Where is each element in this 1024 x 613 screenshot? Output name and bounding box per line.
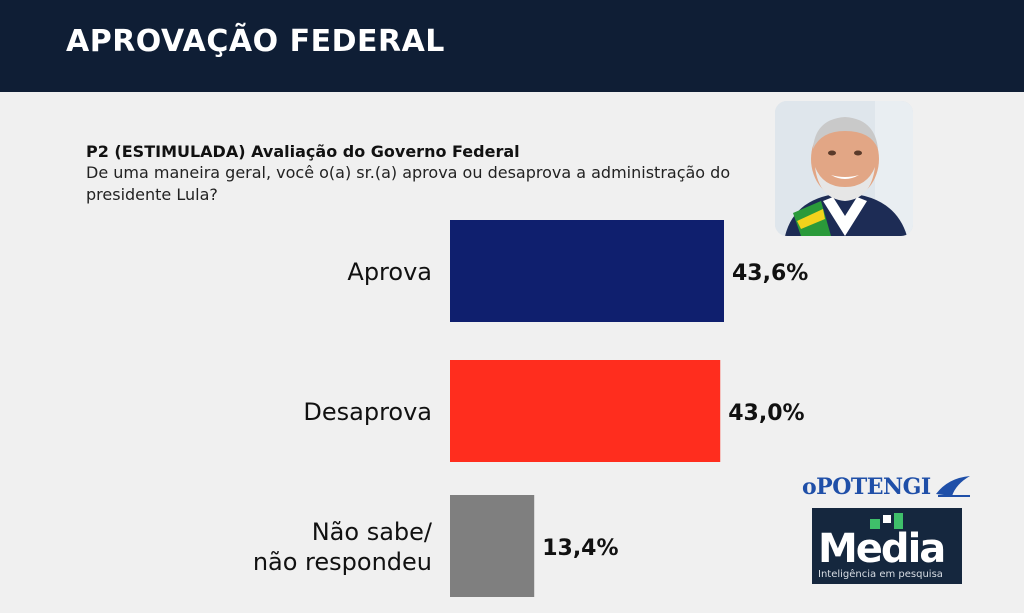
bar-2	[450, 360, 721, 462]
category-label-3-line-2: não respondeu	[253, 548, 432, 576]
question-text: De uma maneira geral, você o(a) sr.(a) a…	[86, 163, 731, 204]
bar-3	[450, 495, 535, 597]
category-label-3-line-1: Não sabe/	[312, 518, 433, 546]
bar-1	[450, 220, 724, 322]
page-title: APROVAÇÃO FEDERAL	[66, 24, 445, 59]
president-photo	[775, 101, 913, 236]
header-bar: APROVAÇÃO FEDERAL	[0, 0, 1024, 92]
value-label-3: 13,4%	[542, 536, 618, 561]
category-label-2-line-1: Desaprova	[303, 398, 432, 426]
category-label-1-line-1: Aprova	[347, 258, 432, 286]
value-label-1: 43,6%	[732, 261, 808, 286]
potengi-logo: oPOTENGI	[802, 474, 931, 500]
question-title: P2 (ESTIMULADA) Avaliação do Governo Fed…	[86, 142, 520, 161]
media-logo-name: Media	[818, 526, 946, 572]
media-squares-icon	[870, 513, 903, 529]
president-photo-icon	[775, 101, 913, 236]
media-logo: Media Inteligência em pesquisa	[812, 508, 962, 584]
potengi-bird-icon	[936, 476, 970, 497]
media-logo-tagline: Inteligência em pesquisa	[818, 569, 943, 580]
value-label-2: 43,0%	[728, 401, 804, 426]
